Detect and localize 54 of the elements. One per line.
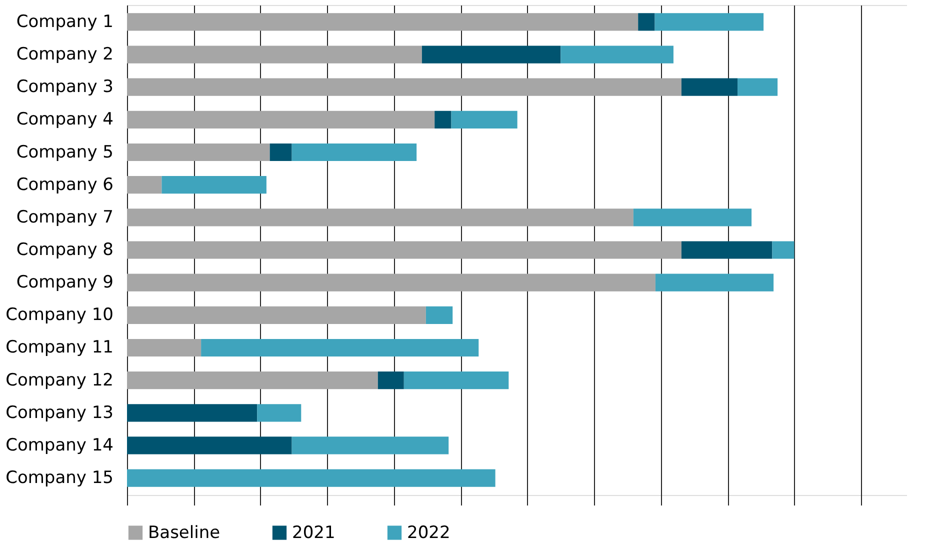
legend-label: 2021 (292, 522, 336, 541)
bar (654, 13, 764, 31)
y-tick-label: Company 12 (6, 370, 114, 390)
y-tick-label: Company 14 (6, 435, 114, 456)
bar (681, 78, 738, 96)
y-tick-label: Company 5 (16, 142, 114, 162)
bar (772, 241, 794, 259)
bar (127, 241, 682, 259)
bar (127, 436, 292, 454)
bar (638, 13, 655, 31)
bar (681, 241, 772, 259)
y-tick-label: Company 1 (16, 12, 114, 32)
bar (127, 372, 378, 390)
bar (270, 143, 292, 162)
bar (378, 372, 404, 390)
bar (127, 143, 270, 162)
bar (127, 469, 496, 487)
bar (201, 338, 479, 357)
bar (655, 274, 774, 292)
bar (127, 208, 634, 226)
legend-label: Baseline (148, 522, 220, 541)
y-tick-label: Company 4 (16, 110, 114, 130)
bar (404, 372, 509, 390)
bar (127, 306, 426, 324)
y-tick-label: Company 8 (16, 240, 114, 260)
y-tick-label: Company 2 (16, 44, 114, 65)
bar (127, 78, 682, 96)
bar (127, 404, 258, 422)
bar (560, 46, 674, 64)
y-tick-label: Company 3 (16, 77, 114, 98)
bar (127, 46, 422, 64)
bar (257, 404, 302, 422)
y-tick-label: Company 7 (16, 207, 114, 228)
bar (127, 176, 162, 194)
bar (127, 13, 638, 31)
bar (451, 110, 518, 128)
bar (738, 78, 778, 96)
bar (127, 338, 202, 357)
y-tick-label: Company 10 (6, 305, 114, 326)
bar (292, 143, 417, 162)
bar (434, 110, 452, 128)
y-tick-label: Company 15 (6, 468, 114, 488)
bar (292, 436, 449, 454)
legend-label: 2022 (407, 522, 450, 541)
bar (422, 46, 561, 64)
bar (633, 208, 752, 226)
bar (162, 176, 266, 194)
y-tick-label: Company 13 (6, 402, 114, 423)
y-tick-label: Company 6 (16, 174, 114, 195)
bar (426, 306, 453, 324)
y-tick-label: Company 9 (16, 272, 114, 293)
y-tick-label: Company 11 (6, 338, 114, 358)
bar (127, 110, 435, 128)
bar (127, 274, 656, 292)
